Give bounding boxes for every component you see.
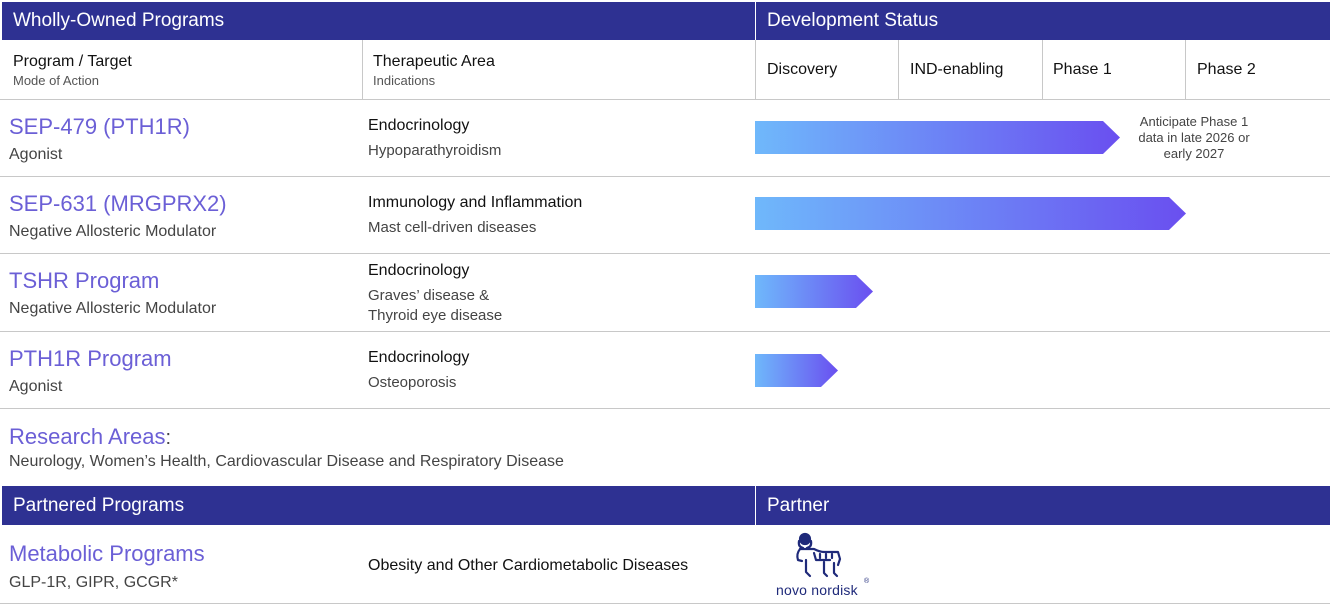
research-title-colon: : — [165, 427, 172, 449]
research-areas-title: Research Areas: — [9, 424, 171, 450]
program-name: SEP-631 (MRGPRX2) — [9, 191, 227, 216]
partnered-program-name: Metabolic Programs — [9, 541, 205, 566]
progress-bar — [755, 121, 1120, 154]
row-divider — [0, 331, 1330, 332]
stage-phase-1: Phase 1 — [1053, 61, 1112, 120]
stage-phase-2: Phase 2 — [1197, 61, 1256, 120]
partner-title: Partner — [767, 494, 830, 516]
divider — [1185, 40, 1186, 100]
row-divider — [0, 176, 1330, 177]
stage-discovery: Discovery — [767, 61, 837, 120]
therapeutic-area: Immunology and Inflammation — [368, 194, 583, 211]
milestone-note: Anticipate Phase 1 data in late 2026 or … — [1138, 114, 1250, 161]
stage-label: Discovery — [767, 61, 838, 78]
area-column-header: Therapeutic Area Indications — [373, 40, 495, 99]
partnered-program-targets: GLP-1R, GIPR, GCGR* — [9, 574, 178, 591]
wholly-owned-header: Wholly-Owned Programs — [2, 2, 755, 40]
row-divider — [0, 408, 1330, 409]
research-title-text: Research Areas — [9, 424, 166, 449]
moa-column-label: Mode of Action — [13, 73, 99, 88]
divider — [755, 40, 756, 100]
program-moa: Agonist — [9, 378, 63, 395]
partner-header: Partner — [756, 486, 1330, 525]
partnered-therapeutic-area: Obesity and Other Cardiometabolic Diseas… — [368, 557, 689, 574]
indication: Mast cell-driven diseases — [368, 219, 537, 236]
partnered-programs-header: Partnered Programs — [2, 486, 755, 525]
program-column-label: Program / Target — [13, 53, 132, 70]
apis-bull-icon — [796, 532, 842, 578]
stage-label: Phase 2 — [1197, 61, 1256, 78]
program-name: TSHR Program — [9, 268, 160, 293]
stage-label: IND-enabling — [910, 61, 1004, 78]
therapeutic-area: Endocrinology — [368, 349, 470, 366]
progress-bar — [755, 354, 838, 387]
area-column-label: Therapeutic Area — [373, 53, 495, 70]
progress-arrow — [755, 197, 1186, 230]
wholly-owned-title: Wholly-Owned Programs — [13, 10, 225, 31]
registered-mark-icon: ® — [864, 578, 870, 585]
partner-logo-text: novo nordisk — [776, 582, 858, 598]
progress-bar — [755, 275, 873, 308]
progress-arrow — [755, 354, 838, 387]
row-divider — [0, 253, 1330, 254]
indication: Osteoporosis — [368, 374, 457, 391]
development-status-header: Development Status — [756, 2, 1330, 40]
therapeutic-area: Endocrinology — [368, 262, 470, 279]
row-divider — [0, 603, 1330, 604]
program-moa: Agonist — [9, 146, 63, 163]
divider — [362, 40, 363, 100]
indication: Hypoparathyroidism — [368, 142, 502, 159]
program-column-header: Program / Target Mode of Action — [13, 40, 132, 99]
program-name: PTH1R Program — [9, 346, 172, 371]
therapeutic-area: Endocrinology — [368, 117, 470, 134]
indication: Graves’ disease & Thyroid eye disease — [368, 287, 503, 324]
indications-column-label: Indications — [373, 73, 436, 88]
partnered-programs-title: Partnered Programs — [13, 494, 185, 516]
stage-label: Phase 1 — [1053, 61, 1112, 78]
divider — [1042, 40, 1043, 100]
program-name: SEP-479 (PTH1R) — [9, 114, 190, 139]
stage-ind-enabling: IND-enabling — [910, 61, 1003, 120]
divider — [898, 40, 899, 100]
research-areas-list: Neurology, Women’s Health, Cardiovascula… — [9, 453, 564, 470]
development-status-title: Development Status — [767, 10, 939, 31]
program-moa: Negative Allosteric Modulator — [9, 223, 217, 240]
progress-bar — [755, 197, 1186, 230]
progress-arrow — [755, 275, 873, 308]
program-moa: Negative Allosteric Modulator — [9, 300, 217, 317]
row-divider — [0, 99, 1330, 100]
progress-arrow — [755, 121, 1120, 154]
novo-nordisk-logo: novo nordisk ® — [776, 532, 876, 600]
